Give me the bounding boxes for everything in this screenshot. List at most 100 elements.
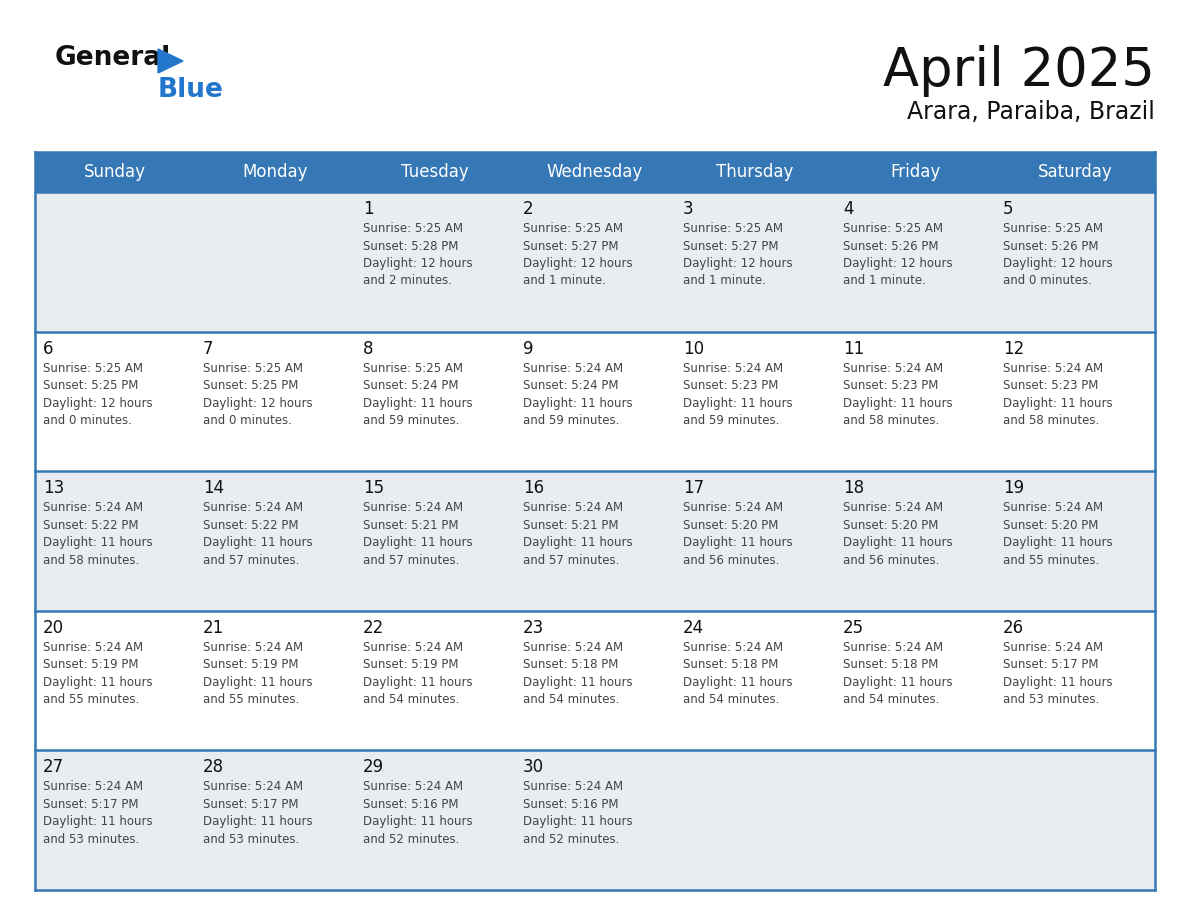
Text: Sunrise: 5:25 AM
Sunset: 5:27 PM
Daylight: 12 hours
and 1 minute.: Sunrise: 5:25 AM Sunset: 5:27 PM Dayligh… [683,222,792,287]
Bar [996,471,1155,610]
Text: 14: 14 [203,479,225,498]
Bar [675,471,835,610]
Text: Sunrise: 5:24 AM
Sunset: 5:20 PM
Daylight: 11 hours
and 56 minutes.: Sunrise: 5:24 AM Sunset: 5:20 PM Dayligh… [683,501,792,566]
Text: Sunrise: 5:25 AM
Sunset: 5:26 PM
Daylight: 12 hours
and 0 minutes.: Sunrise: 5:25 AM Sunset: 5:26 PM Dayligh… [1003,222,1113,287]
Bar [516,152,675,192]
Bar [996,610,1155,750]
Bar [516,750,675,890]
Text: 1: 1 [364,200,373,218]
Bar [355,331,516,471]
Text: Sunrise: 5:25 AM
Sunset: 5:26 PM
Daylight: 12 hours
and 1 minute.: Sunrise: 5:25 AM Sunset: 5:26 PM Dayligh… [843,222,953,287]
Text: 24: 24 [683,619,704,637]
Text: 8: 8 [364,340,373,358]
Text: 3: 3 [683,200,694,218]
Polygon shape [158,49,183,73]
Bar [675,331,835,471]
Text: Sunrise: 5:25 AM
Sunset: 5:24 PM
Daylight: 11 hours
and 59 minutes.: Sunrise: 5:25 AM Sunset: 5:24 PM Dayligh… [364,362,473,427]
Text: Sunrise: 5:24 AM
Sunset: 5:23 PM
Daylight: 11 hours
and 59 minutes.: Sunrise: 5:24 AM Sunset: 5:23 PM Dayligh… [683,362,792,427]
Text: Blue: Blue [158,77,223,103]
Bar [835,331,996,471]
Bar [675,610,835,750]
Text: Sunrise: 5:25 AM
Sunset: 5:28 PM
Daylight: 12 hours
and 2 minutes.: Sunrise: 5:25 AM Sunset: 5:28 PM Dayligh… [364,222,473,287]
Bar [835,471,996,610]
Bar [34,152,195,192]
Text: 27: 27 [43,758,64,777]
Text: Sunrise: 5:24 AM
Sunset: 5:17 PM
Daylight: 11 hours
and 53 minutes.: Sunrise: 5:24 AM Sunset: 5:17 PM Dayligh… [203,780,312,845]
Bar [516,610,675,750]
Text: Sunrise: 5:25 AM
Sunset: 5:25 PM
Daylight: 12 hours
and 0 minutes.: Sunrise: 5:25 AM Sunset: 5:25 PM Dayligh… [203,362,312,427]
Bar [996,192,1155,331]
Bar [34,331,195,471]
Text: Friday: Friday [890,163,940,181]
Bar [516,192,675,331]
Bar [516,471,675,610]
Bar [835,610,996,750]
Text: 9: 9 [523,340,533,358]
Text: 28: 28 [203,758,225,777]
Text: 18: 18 [843,479,864,498]
Text: 26: 26 [1003,619,1024,637]
Text: Monday: Monday [242,163,308,181]
Bar [675,192,835,331]
Text: 5: 5 [1003,200,1013,218]
Text: 16: 16 [523,479,544,498]
Text: Sunrise: 5:24 AM
Sunset: 5:24 PM
Daylight: 11 hours
and 59 minutes.: Sunrise: 5:24 AM Sunset: 5:24 PM Dayligh… [523,362,633,427]
Text: 25: 25 [843,619,864,637]
Bar [34,192,195,331]
Text: Sunrise: 5:24 AM
Sunset: 5:16 PM
Daylight: 11 hours
and 52 minutes.: Sunrise: 5:24 AM Sunset: 5:16 PM Dayligh… [523,780,633,845]
Bar [355,192,516,331]
Text: Sunrise: 5:24 AM
Sunset: 5:19 PM
Daylight: 11 hours
and 55 minutes.: Sunrise: 5:24 AM Sunset: 5:19 PM Dayligh… [43,641,152,706]
Bar [195,471,355,610]
Text: Sunrise: 5:24 AM
Sunset: 5:23 PM
Daylight: 11 hours
and 58 minutes.: Sunrise: 5:24 AM Sunset: 5:23 PM Dayligh… [843,362,953,427]
Text: Sunrise: 5:25 AM
Sunset: 5:25 PM
Daylight: 12 hours
and 0 minutes.: Sunrise: 5:25 AM Sunset: 5:25 PM Dayligh… [43,362,152,427]
Text: 29: 29 [364,758,384,777]
Text: Sunrise: 5:24 AM
Sunset: 5:20 PM
Daylight: 11 hours
and 55 minutes.: Sunrise: 5:24 AM Sunset: 5:20 PM Dayligh… [1003,501,1113,566]
Text: 22: 22 [364,619,384,637]
Text: 20: 20 [43,619,64,637]
Bar [34,471,195,610]
Text: Sunday: Sunday [84,163,146,181]
Bar [34,610,195,750]
Text: Sunrise: 5:24 AM
Sunset: 5:22 PM
Daylight: 11 hours
and 58 minutes.: Sunrise: 5:24 AM Sunset: 5:22 PM Dayligh… [43,501,152,566]
Text: Sunrise: 5:24 AM
Sunset: 5:19 PM
Daylight: 11 hours
and 54 minutes.: Sunrise: 5:24 AM Sunset: 5:19 PM Dayligh… [364,641,473,706]
Bar [355,152,516,192]
Bar [355,750,516,890]
Bar [195,750,355,890]
Text: Sunrise: 5:24 AM
Sunset: 5:16 PM
Daylight: 11 hours
and 52 minutes.: Sunrise: 5:24 AM Sunset: 5:16 PM Dayligh… [364,780,473,845]
Text: 30: 30 [523,758,544,777]
Text: Sunrise: 5:24 AM
Sunset: 5:21 PM
Daylight: 11 hours
and 57 minutes.: Sunrise: 5:24 AM Sunset: 5:21 PM Dayligh… [523,501,633,566]
Text: 19: 19 [1003,479,1024,498]
Bar [835,750,996,890]
Bar [195,331,355,471]
Text: Arara, Paraiba, Brazil: Arara, Paraiba, Brazil [908,100,1155,124]
Text: Sunrise: 5:24 AM
Sunset: 5:20 PM
Daylight: 11 hours
and 56 minutes.: Sunrise: 5:24 AM Sunset: 5:20 PM Dayligh… [843,501,953,566]
Text: 12: 12 [1003,340,1024,358]
Text: Wednesday: Wednesday [546,163,643,181]
Bar [195,192,355,331]
Bar [195,610,355,750]
Text: Sunrise: 5:24 AM
Sunset: 5:17 PM
Daylight: 11 hours
and 53 minutes.: Sunrise: 5:24 AM Sunset: 5:17 PM Dayligh… [1003,641,1113,706]
Text: Sunrise: 5:24 AM
Sunset: 5:23 PM
Daylight: 11 hours
and 58 minutes.: Sunrise: 5:24 AM Sunset: 5:23 PM Dayligh… [1003,362,1113,427]
Bar [675,750,835,890]
Bar [355,610,516,750]
Bar [195,152,355,192]
Text: Thursday: Thursday [716,163,794,181]
Text: Sunrise: 5:25 AM
Sunset: 5:27 PM
Daylight: 12 hours
and 1 minute.: Sunrise: 5:25 AM Sunset: 5:27 PM Dayligh… [523,222,633,287]
Text: 15: 15 [364,479,384,498]
Text: 2: 2 [523,200,533,218]
Text: 10: 10 [683,340,704,358]
Text: Sunrise: 5:24 AM
Sunset: 5:18 PM
Daylight: 11 hours
and 54 minutes.: Sunrise: 5:24 AM Sunset: 5:18 PM Dayligh… [683,641,792,706]
Text: 7: 7 [203,340,214,358]
Text: General: General [55,45,171,71]
Text: Sunrise: 5:24 AM
Sunset: 5:17 PM
Daylight: 11 hours
and 53 minutes.: Sunrise: 5:24 AM Sunset: 5:17 PM Dayligh… [43,780,152,845]
Text: Sunrise: 5:24 AM
Sunset: 5:19 PM
Daylight: 11 hours
and 55 minutes.: Sunrise: 5:24 AM Sunset: 5:19 PM Dayligh… [203,641,312,706]
Text: 6: 6 [43,340,53,358]
Text: Tuesday: Tuesday [402,163,469,181]
Text: 17: 17 [683,479,704,498]
Bar [996,750,1155,890]
Bar [355,471,516,610]
Text: 4: 4 [843,200,853,218]
Text: Sunrise: 5:24 AM
Sunset: 5:18 PM
Daylight: 11 hours
and 54 minutes.: Sunrise: 5:24 AM Sunset: 5:18 PM Dayligh… [523,641,633,706]
Bar [34,750,195,890]
Text: 13: 13 [43,479,64,498]
